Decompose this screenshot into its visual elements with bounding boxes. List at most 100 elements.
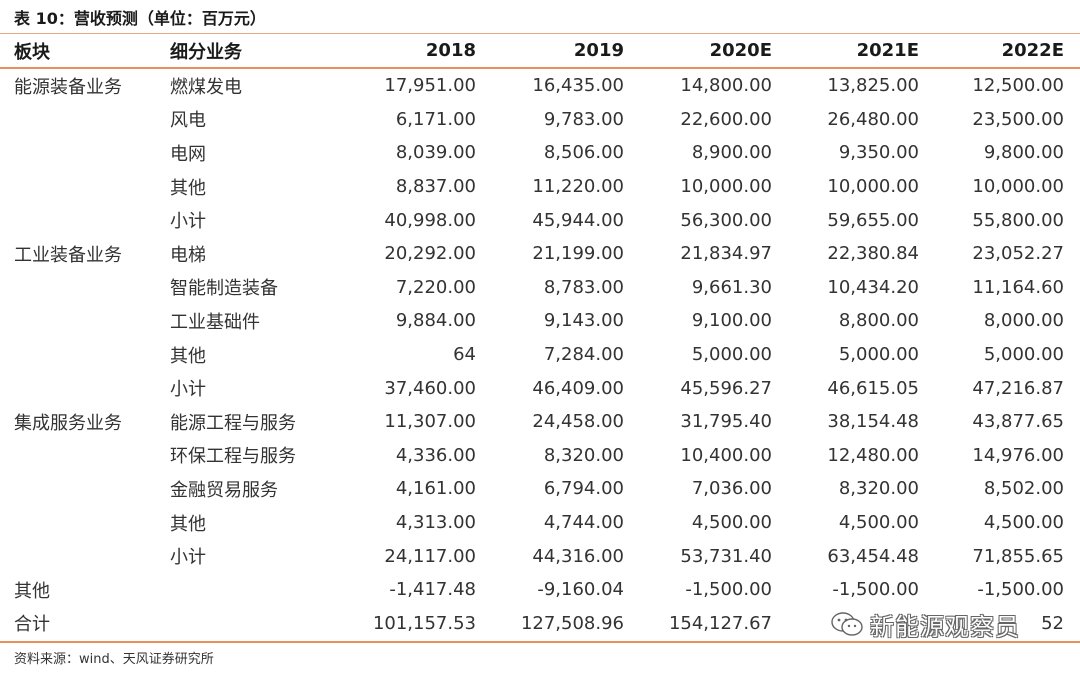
- segment-cell: [0, 271, 170, 305]
- table-row: 工业基础件 9,884.00 9,143.00 9,100.00 8,800.00 8,0…: [0, 304, 1080, 338]
- value-cell: 5,000.00: [691, 344, 772, 366]
- value-cell: 64: [453, 344, 476, 366]
- value-cell: 23,052.27: [972, 243, 1064, 265]
- value-cell: 8,320.00: [543, 444, 624, 466]
- value-cell: 16,435.00: [532, 75, 624, 97]
- sub-business-cell: [170, 573, 320, 607]
- segment-cell: [0, 539, 170, 573]
- value-cell: 22,380.84: [827, 243, 919, 265]
- sub-business-cell: 燃煤发电: [170, 76, 242, 98]
- value-cell: 9,800.00: [983, 142, 1064, 164]
- table-row: 金融贸易服务 4,161.00 6,794.00 7,036.00 8,320.00 8,…: [0, 472, 1080, 506]
- value-cell: 8,506.00: [543, 142, 624, 164]
- value-cell: 55,800.00: [972, 209, 1064, 231]
- header-rule: [0, 67, 1080, 69]
- value-cell: -1,417.48: [389, 579, 476, 601]
- table-row: 其他 -1,417.48 -9,160.04 -1,500.00 -1,500.00 -1…: [0, 573, 1080, 607]
- segment-cell: [0, 506, 170, 540]
- value-cell: 56,300.00: [680, 209, 772, 231]
- sub-business-cell: 其他: [170, 177, 206, 199]
- sub-business-cell: 电网: [170, 143, 206, 165]
- value-cell: -9,160.04: [537, 579, 624, 601]
- value-cell: 24,117.00: [384, 545, 476, 567]
- value-cell: -1,500.00: [685, 579, 772, 601]
- value-cell: 43,877.65: [972, 411, 1064, 433]
- value-cell: 10,434.20: [827, 276, 919, 298]
- sub-business-cell: 其他: [170, 513, 206, 535]
- value-cell: 6,171.00: [395, 108, 476, 130]
- sub-business-cell: 智能制造装备: [170, 278, 278, 300]
- table-row: 其他 8,837.00 11,220.00 10,000.00 10,000.00 10,…: [0, 170, 1080, 204]
- sub-business-cell: [170, 607, 320, 641]
- value-cell: 9,783.00: [543, 108, 624, 130]
- segment-cell: [0, 203, 170, 237]
- sub-business-cell: 小计: [170, 211, 206, 233]
- value-cell: 40,998.00: [384, 209, 476, 231]
- segment-cell: [0, 472, 170, 506]
- table-row: 智能制造装备 7,220.00 8,783.00 9,661.30 10,434.20 1…: [0, 271, 1080, 305]
- value-cell: 4,336.00: [395, 444, 476, 466]
- sub-business-cell: 电梯: [170, 244, 206, 266]
- source-note: 资料来源：wind、天风证券研究所: [14, 652, 214, 667]
- sub-business-cell: 小计: [170, 547, 206, 569]
- value-cell: 4,500.00: [983, 512, 1064, 534]
- table-row: 风电 6,171.00 9,783.00 22,600.00 26,480.00 23,5…: [0, 103, 1080, 137]
- value-cell: 21,199.00: [532, 243, 624, 265]
- value-cell: 11,307.00: [384, 411, 476, 433]
- segment-cell: [0, 103, 170, 137]
- value-cell: 154,127.67: [668, 612, 772, 634]
- value-cell: 21,834.97: [680, 243, 772, 265]
- value-cell: 71,855.65: [972, 545, 1064, 567]
- value-cell: 20,292.00: [384, 243, 476, 265]
- watermark: 新能源观察员: [830, 606, 1060, 642]
- value-cell: 8,837.00: [395, 176, 476, 198]
- value-cell: 9,143.00: [543, 310, 624, 332]
- value-cell: 8,783.00: [543, 276, 624, 298]
- value-cell: 101,157.53: [372, 612, 476, 634]
- value-cell: 45,596.27: [680, 377, 772, 399]
- value-cell: 11,220.00: [532, 176, 624, 198]
- header-year: 2020E: [709, 40, 772, 61]
- segment-cell: 合计: [14, 614, 50, 636]
- segment-cell: [0, 439, 170, 473]
- value-cell: 4,500.00: [838, 512, 919, 534]
- value-cell: 24,458.00: [532, 411, 624, 433]
- value-cell: 8,000.00: [983, 310, 1064, 332]
- value-cell: 7,036.00: [691, 478, 772, 500]
- value-cell: 10,000.00: [680, 176, 772, 198]
- segment-cell: [0, 136, 170, 170]
- value-cell: 14,800.00: [680, 75, 772, 97]
- table-row: 合计 101,157.53 127,508.96 154,127.67 52: [0, 607, 1080, 641]
- value-cell: 12,480.00: [827, 444, 919, 466]
- value-cell: 9,100.00: [691, 310, 772, 332]
- value-cell: 7,284.00: [543, 344, 624, 366]
- value-cell: 8,800.00: [838, 310, 919, 332]
- table-row: 小计 37,460.00 46,409.00 45,596.27 46,615.05 47…: [0, 371, 1080, 405]
- segment-cell: 能源装备业务: [14, 76, 122, 98]
- value-cell: 13,825.00: [827, 75, 919, 97]
- watermark-text: 新能源观察员: [870, 612, 1020, 641]
- table-row: 环保工程与服务 4,336.00 8,320.00 10,400.00 12,480.0…: [0, 439, 1080, 473]
- value-cell: 127,508.96: [520, 612, 624, 634]
- value-cell: 22,600.00: [680, 108, 772, 130]
- value-cell: 8,039.00: [395, 142, 476, 164]
- table-row: 小计 24,117.00 44,316.00 53,731.40 63,454.48 71…: [0, 539, 1080, 573]
- value-cell: 47,216.87: [972, 377, 1064, 399]
- table-row: 其他 64 7,284.00 5,000.00 5,000.00 5,000.00: [0, 338, 1080, 372]
- value-cell: 8,320.00: [838, 478, 919, 500]
- table-row: 集成服务业务 能源工程与服务 11,307.00 24,458.00 31,795.40…: [0, 405, 1080, 439]
- value-cell: 7,220.00: [395, 276, 476, 298]
- segment-cell: [0, 304, 170, 338]
- value-cell: -1,500.00: [977, 579, 1064, 601]
- table-row: 工业装备业务 电梯 20,292.00 21,199.00 21,834.97 22,38…: [0, 237, 1080, 271]
- value-cell: 59,655.00: [827, 209, 919, 231]
- segment-cell: [0, 338, 170, 372]
- value-cell: 9,661.30: [691, 276, 772, 298]
- value-cell: 4,744.00: [543, 512, 624, 534]
- value-cell: -1,500.00: [832, 579, 919, 601]
- segment-cell: 集成服务业务: [14, 412, 122, 434]
- value-cell: 37,460.00: [384, 377, 476, 399]
- header-segment: 板块: [14, 41, 50, 63]
- value-cell: 10,000.00: [972, 176, 1064, 198]
- header-sub-business: 细分业务: [170, 41, 242, 63]
